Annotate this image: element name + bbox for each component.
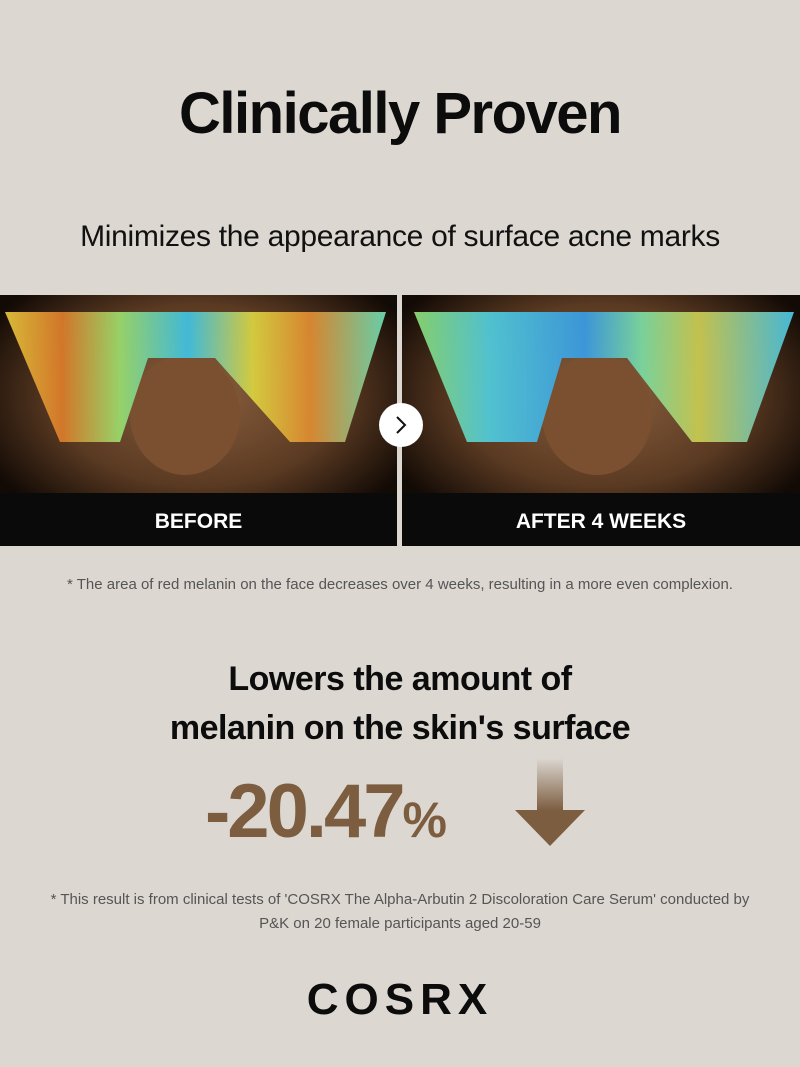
result-stat: -20.47%	[205, 768, 447, 855]
subtitle: Minimizes the appearance of surface acne…	[80, 220, 720, 253]
next-button[interactable]	[379, 403, 423, 447]
result-unit: %	[402, 792, 447, 848]
result-heading-line2: melanin on the skin's surface	[169, 709, 631, 747]
disclaimer-line2: P&K on 20 female participants aged 20-59	[259, 915, 541, 932]
after-face-map	[402, 295, 800, 546]
result-value: -20.47	[205, 769, 405, 854]
arrow-down-icon	[515, 758, 585, 846]
result-heading: Lowers the amount of melanin on the skin…	[0, 655, 800, 753]
after-label: AFTER 4 WEEKS	[515, 510, 687, 533]
disclaimer-line1: * This result is from clinical tests of …	[50, 891, 750, 908]
before-image: BEFORE	[0, 295, 397, 546]
after-image: AFTER 4 WEEKS	[402, 295, 800, 546]
melanin-note: * The area of red melanin on the face de…	[67, 576, 733, 593]
chevron-right-icon	[396, 416, 407, 434]
before-label: BEFORE	[154, 510, 243, 533]
disclaimer: * This result is from clinical tests of …	[0, 888, 800, 936]
before-face-map	[0, 295, 397, 546]
result-heading-line1: Lowers the amount of	[228, 660, 572, 698]
brand-logo: COSRX	[306, 975, 494, 1024]
page-title: Clinically Proven	[179, 81, 622, 146]
